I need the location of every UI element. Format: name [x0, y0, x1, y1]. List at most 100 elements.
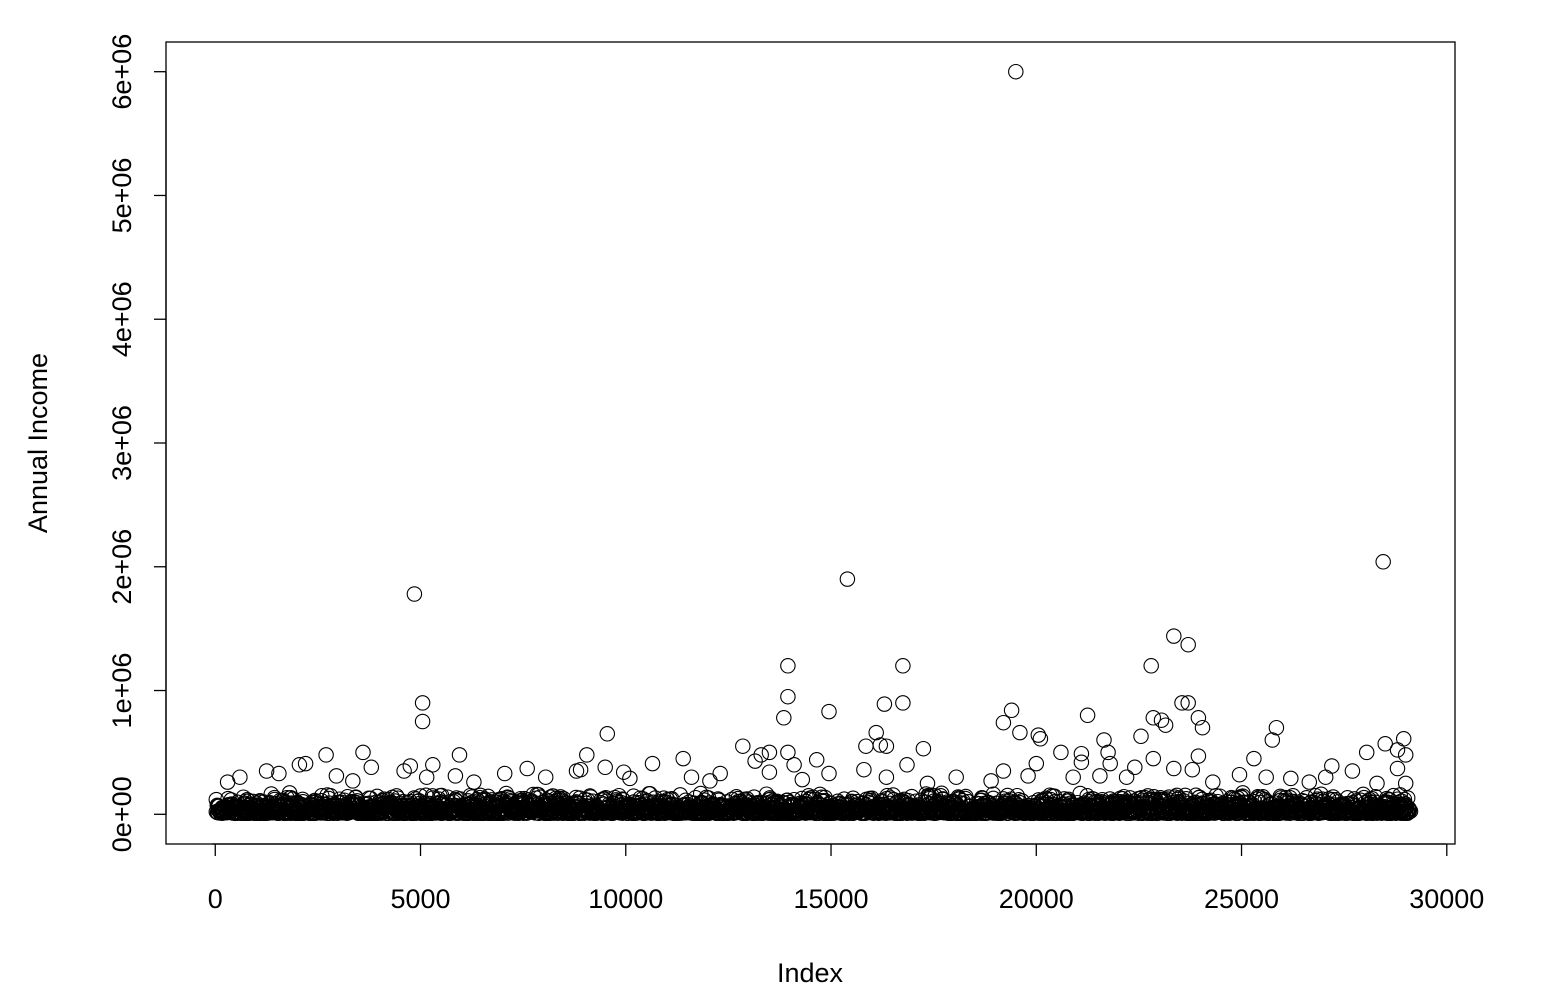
data-point — [1344, 763, 1361, 779]
data-point — [1157, 717, 1174, 733]
data-point — [1096, 732, 1112, 748]
data-point — [1065, 769, 1081, 785]
data-point — [895, 658, 911, 674]
data-point — [1389, 742, 1406, 758]
data-point — [747, 753, 763, 769]
y-axis-ticks: 0e+00 1e+06 2e+06 3e+06 4e+06 5e+06 6e+06 — [107, 34, 166, 852]
data-point — [702, 773, 718, 789]
data-point — [1028, 755, 1045, 772]
data-point — [402, 758, 419, 774]
data-point — [1369, 775, 1385, 792]
data-point — [878, 738, 895, 754]
data-point — [1073, 745, 1090, 762]
data-point — [1395, 731, 1412, 747]
data-point — [753, 747, 769, 763]
data-point — [258, 763, 275, 779]
data-point — [794, 771, 811, 788]
data-point — [868, 724, 884, 741]
data-point — [1301, 774, 1318, 790]
data-point — [1166, 760, 1182, 777]
data-point — [1003, 702, 1020, 719]
data-point — [858, 738, 874, 754]
data-point — [856, 761, 872, 778]
data-point — [1053, 744, 1069, 761]
data-point — [675, 750, 691, 767]
data-point — [1143, 658, 1159, 674]
x-tick-label: 15000 — [793, 884, 868, 914]
y-tick-label: 3e+06 — [107, 405, 137, 481]
x-axis-label: Index — [777, 958, 844, 988]
data-point — [418, 769, 435, 785]
data-point — [451, 747, 468, 763]
data-point — [780, 744, 796, 761]
data-point — [466, 774, 482, 790]
data-point — [537, 769, 554, 785]
data-point — [776, 710, 792, 726]
data-point — [1100, 744, 1116, 761]
data-point — [1127, 759, 1143, 776]
data-point — [1231, 766, 1248, 783]
data-point — [808, 752, 825, 768]
data-point — [1118, 769, 1135, 785]
data-point — [878, 769, 895, 785]
y-tick-label: 2e+06 — [107, 529, 137, 605]
data-point — [1283, 770, 1299, 787]
data-point — [919, 775, 936, 792]
data-point — [983, 773, 999, 789]
data-point — [219, 774, 236, 790]
data-point — [291, 757, 308, 773]
x-tick-label: 10000 — [588, 884, 663, 914]
data-point — [1079, 707, 1096, 724]
data-point — [328, 768, 345, 784]
data-point — [821, 703, 837, 720]
data-point — [761, 764, 778, 780]
data-point — [995, 714, 1012, 731]
y-tick-label: 0e+00 — [107, 776, 137, 852]
y-tick-label: 4e+06 — [107, 281, 137, 357]
data-point — [414, 695, 431, 711]
x-tick-label: 5000 — [390, 884, 450, 914]
data-point — [1400, 801, 1417, 818]
data-point — [355, 744, 371, 761]
data-points — [208, 63, 1419, 822]
data-point — [1398, 797, 1414, 814]
y-axis-label: Annual Income — [23, 353, 53, 533]
data-point — [1389, 760, 1406, 777]
data-point — [1190, 748, 1207, 764]
data-point — [496, 765, 513, 782]
data-point — [712, 765, 728, 782]
data-point — [1145, 750, 1162, 767]
data-point — [915, 740, 932, 757]
x-tick-label: 0 — [208, 884, 223, 914]
data-point — [683, 769, 700, 785]
data-point — [1133, 728, 1149, 745]
data-point — [1258, 769, 1274, 785]
data-point — [644, 755, 661, 772]
data-point — [1264, 732, 1281, 748]
data-point — [318, 747, 334, 763]
data-point — [1205, 774, 1221, 790]
data-point — [597, 759, 613, 776]
data-point — [1190, 710, 1207, 726]
data-point — [1102, 755, 1118, 772]
data-point — [1092, 768, 1108, 784]
data-point — [1020, 768, 1036, 784]
data-point — [1032, 731, 1049, 747]
data-point — [1246, 750, 1262, 767]
data-point — [1153, 712, 1170, 728]
plot-frame — [165, 41, 1456, 845]
data-point — [1397, 747, 1414, 763]
data-point — [1180, 695, 1196, 711]
data-point — [1194, 719, 1211, 736]
data-point — [568, 763, 585, 779]
data-point — [1358, 744, 1375, 761]
data-point — [1174, 695, 1190, 711]
data-point — [425, 757, 441, 773]
data-point — [447, 768, 464, 784]
data-point — [615, 764, 632, 780]
data-point — [396, 763, 412, 779]
data-point — [1324, 758, 1340, 774]
x-tick-label: 30000 — [1409, 884, 1484, 914]
data-point — [1145, 710, 1162, 726]
